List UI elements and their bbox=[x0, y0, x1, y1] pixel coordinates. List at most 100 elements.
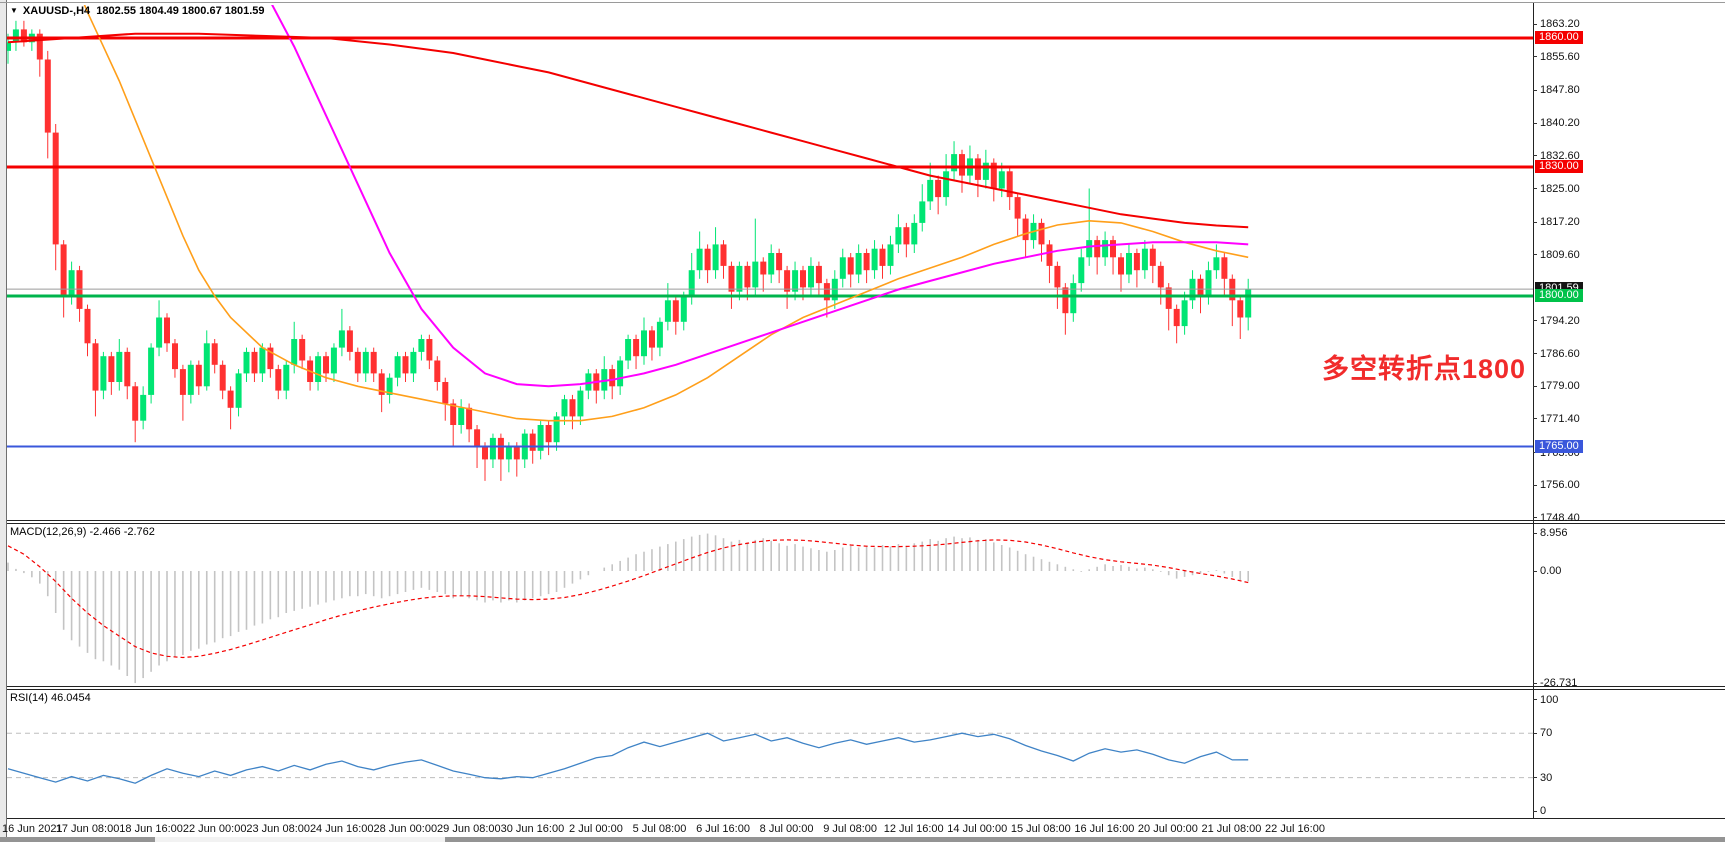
rsi-axis-label[interactable]: 100 bbox=[1540, 693, 1559, 706]
candle-body bbox=[1237, 300, 1244, 318]
price-axis-label[interactable]: 1847.80 bbox=[1540, 84, 1580, 97]
time-axis-label[interactable]: 29 Jun 08:00 bbox=[437, 823, 501, 835]
pivot-line-1800-tag: 1800.00 bbox=[1535, 289, 1583, 302]
time-axis-label[interactable]: 16 Jun 2021 bbox=[2, 823, 63, 835]
rsi-axis-label[interactable]: 30 bbox=[1540, 771, 1553, 784]
candle-body bbox=[982, 162, 989, 180]
time-axis-label[interactable]: 30 Jun 16:00 bbox=[500, 823, 565, 835]
time-axis-label[interactable]: 17 Jun 08:00 bbox=[55, 823, 120, 835]
time-axis-label[interactable]: 22 Jul 16:00 bbox=[1265, 823, 1325, 835]
candle-body bbox=[609, 369, 616, 387]
rsi-axis-label[interactable]: 0 bbox=[1540, 805, 1547, 817]
candle-body bbox=[561, 399, 568, 417]
price-axis-label[interactable]: 1832.60 bbox=[1540, 149, 1580, 162]
candle-body bbox=[927, 179, 934, 202]
candle-body bbox=[450, 403, 457, 425]
candle-body bbox=[156, 317, 163, 348]
candle-body bbox=[267, 347, 274, 370]
time-axis-label[interactable]: 15 Jul 08:00 bbox=[1010, 823, 1071, 835]
price-axis-tick bbox=[1533, 418, 1537, 420]
candle-body bbox=[164, 317, 170, 344]
time-axis-label[interactable]: 9 Jul 08:00 bbox=[823, 823, 878, 835]
candle-body bbox=[784, 270, 791, 292]
price-axis-label[interactable]: 1855.60 bbox=[1540, 50, 1580, 63]
price-axis-label[interactable]: 1779.00 bbox=[1540, 380, 1580, 393]
candle-body bbox=[1149, 248, 1156, 266]
candle-body bbox=[203, 343, 210, 387]
price-axis-label[interactable]: 1794.20 bbox=[1540, 314, 1580, 327]
candle-body bbox=[863, 253, 870, 271]
window-top-border bbox=[0, 2, 1725, 3]
candle-body bbox=[617, 360, 624, 387]
candle-body bbox=[1126, 253, 1132, 275]
candle-body bbox=[211, 343, 218, 365]
candle-body bbox=[720, 244, 727, 266]
time-axis-label[interactable]: 22 Jun 00:00 bbox=[182, 823, 247, 835]
time-axis-label[interactable]: 14 Jul 00:00 bbox=[947, 823, 1008, 835]
candle-body bbox=[513, 446, 520, 460]
macd-axis-label[interactable]: 0.00 bbox=[1540, 565, 1562, 577]
candle-body bbox=[12, 29, 19, 43]
price-axis-label[interactable]: 1825.00 bbox=[1540, 182, 1580, 195]
time-axis-label[interactable]: 23 Jun 08:00 bbox=[246, 823, 310, 835]
time-axis-label[interactable]: 6 Jul 16:00 bbox=[696, 823, 750, 835]
time-axis-label[interactable]: 21 Jul 08:00 bbox=[1201, 823, 1262, 835]
time-axis-label[interactable]: 2 Jul 00:00 bbox=[569, 823, 623, 835]
macd-axis-label[interactable]: -26.731 bbox=[1540, 677, 1578, 690]
price-axis-label[interactable]: 1863.20 bbox=[1540, 18, 1580, 31]
time-axis-label[interactable]: 24 Jun 16:00 bbox=[309, 823, 374, 835]
candle-body bbox=[116, 351, 123, 382]
candle-body bbox=[1014, 197, 1021, 219]
macd-axis-tick bbox=[1533, 570, 1537, 572]
candle-body bbox=[537, 425, 544, 451]
price-axis-label[interactable]: 1756.00 bbox=[1540, 479, 1580, 492]
candle-body bbox=[1110, 240, 1116, 258]
ma-mid-magenta-line bbox=[271, 5, 1249, 388]
price-axis-label[interactable]: 1809.60 bbox=[1540, 248, 1580, 261]
main-price-panel bbox=[7, 20, 1252, 481]
time-axis-label[interactable]: 16 Jul 16:00 bbox=[1074, 823, 1135, 835]
price-axis-label[interactable]: 1817.20 bbox=[1540, 216, 1580, 229]
price-axis-tick bbox=[1533, 385, 1537, 387]
symbol-dropdown-icon[interactable]: ▼ bbox=[10, 6, 18, 15]
candle-body bbox=[497, 437, 504, 460]
candle-body bbox=[839, 257, 846, 279]
horizontal-scrollbar-thumb[interactable] bbox=[155, 837, 445, 842]
candle-body bbox=[664, 300, 671, 322]
time-axis-label[interactable]: 12 Jul 16:00 bbox=[883, 823, 944, 835]
candle-body bbox=[44, 59, 51, 133]
candle-body bbox=[338, 330, 345, 348]
macd-axis-label[interactable]: 8.956 bbox=[1540, 527, 1568, 540]
rsi-line bbox=[7, 732, 1249, 784]
price-axis-tick bbox=[1533, 517, 1537, 519]
time-axis-label[interactable]: 5 Jul 08:00 bbox=[632, 823, 687, 835]
price-axis-label[interactable]: 1748.40 bbox=[1540, 511, 1580, 524]
price-axis-tick bbox=[1533, 56, 1537, 58]
candle-body bbox=[195, 364, 202, 387]
candle-body bbox=[656, 321, 663, 348]
symbol-header: ▼ XAUUSD-,H4 1802.55 1804.49 1800.67 1801… bbox=[10, 5, 265, 17]
price-axis-label[interactable]: 1786.60 bbox=[1540, 347, 1580, 360]
horizontal-scrollbar[interactable] bbox=[0, 837, 1725, 842]
candle-body bbox=[489, 437, 496, 460]
price-axis-label[interactable]: 1840.20 bbox=[1540, 117, 1580, 130]
candle-body bbox=[60, 244, 67, 296]
candle-body bbox=[275, 369, 282, 391]
candle-body bbox=[736, 265, 743, 292]
price-axis-label[interactable]: 1771.40 bbox=[1540, 412, 1580, 425]
chart-annotation-text: 多空转折点1800 bbox=[1322, 354, 1527, 384]
time-axis-label[interactable]: 8 Jul 00:00 bbox=[759, 823, 814, 835]
candle-body bbox=[959, 154, 965, 176]
rsi-axis-label[interactable]: 70 bbox=[1540, 727, 1553, 740]
candle-body bbox=[1205, 270, 1212, 296]
candle-body bbox=[386, 377, 393, 395]
candle-body bbox=[815, 265, 822, 284]
time-axis-label[interactable]: 20 Jul 00:00 bbox=[1137, 823, 1198, 835]
time-axis-label[interactable]: 18 Jun 16:00 bbox=[119, 823, 183, 835]
time-axis-label[interactable]: 28 Jun 00:00 bbox=[373, 823, 438, 835]
candle-body bbox=[418, 339, 425, 352]
candle-body bbox=[1006, 171, 1013, 198]
rsi-panel bbox=[7, 732, 1533, 784]
candle-body bbox=[680, 296, 687, 322]
